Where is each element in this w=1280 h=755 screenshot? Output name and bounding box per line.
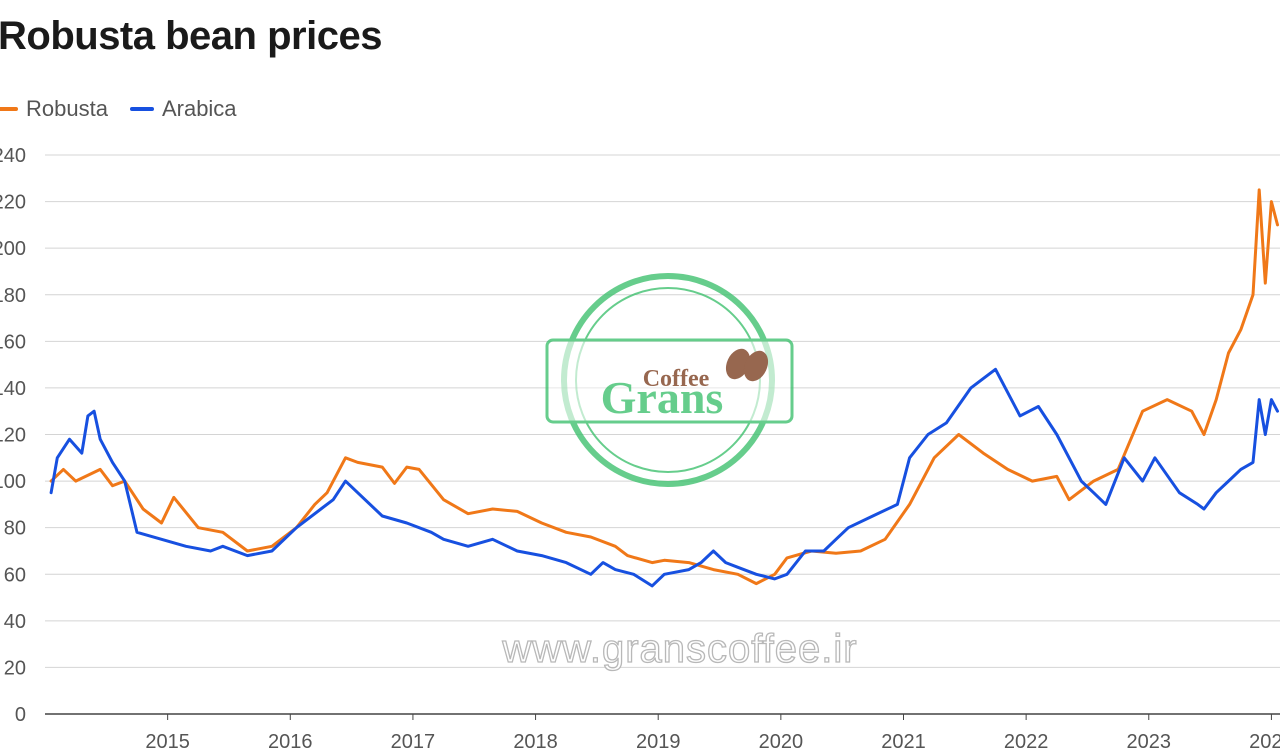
x-tick-label: 2016 [268,731,313,753]
grid-lines [45,154,1280,715]
x-tick-label: 2024 [1249,731,1280,753]
logo-coffee-text: Coffee [643,366,710,392]
logo-outer-ring [561,273,775,487]
chart-legend: Robusta Arabica [0,96,259,122]
y-tick-label: 160 [0,331,26,353]
coffee-bean-icon [725,348,769,382]
y-tick-label: 40 [4,611,26,633]
legend-label-robusta: Robusta [26,96,108,121]
y-tick-label: 100 [0,471,26,493]
x-tick-label: 2018 [513,731,558,753]
x-tick-label: 2017 [391,731,436,753]
legend-item-robusta: Robusta [0,96,108,122]
y-axis-ticks: 0 20 40 60 80 100 120 140 160 180 200 220 240 [0,145,26,726]
y-tick-label: 60 [4,564,26,586]
x-tick-label: 2023 [1127,731,1172,753]
y-tick-label: 80 [4,518,26,540]
x-tick-label: 2021 [881,731,926,753]
y-tick-label: 120 [0,425,26,447]
x-tick-label: 2020 [759,731,804,753]
x-tick-label: 2015 [145,731,190,753]
series-lines [49,188,1279,588]
chart-title: Robusta bean prices [0,14,382,58]
logo-inner-ring [575,287,761,473]
x-axis-ticks: 2015 2016 2017 2018 2019 2020 2021 2022 2023 2024 [145,714,1280,753]
legend-item-arabica: Arabica [129,96,237,122]
legend-swatch-robusta [0,107,18,111]
series-line-arabica [49,367,1279,588]
y-tick-label: 180 [0,285,26,307]
y-tick-label: 20 [4,657,26,679]
y-tick-label: 200 [0,238,26,260]
watermark-logo: Coffee Grans [545,273,794,487]
y-tick-label: 240 [0,145,26,167]
x-tick-label: 2022 [1004,731,1049,753]
watermark-url: www.granscoffee.ir [501,627,857,671]
y-tick-label: 0 [15,704,26,726]
y-tick-label: 220 [0,192,26,214]
logo-grans-text: Grans [601,372,724,423]
series-line-robusta [49,188,1279,586]
legend-label-arabica: Arabica [161,96,237,121]
y-tick-label: 140 [0,378,26,400]
legend-swatch-arabica [129,107,154,111]
x-tick-label: 2019 [636,731,681,753]
